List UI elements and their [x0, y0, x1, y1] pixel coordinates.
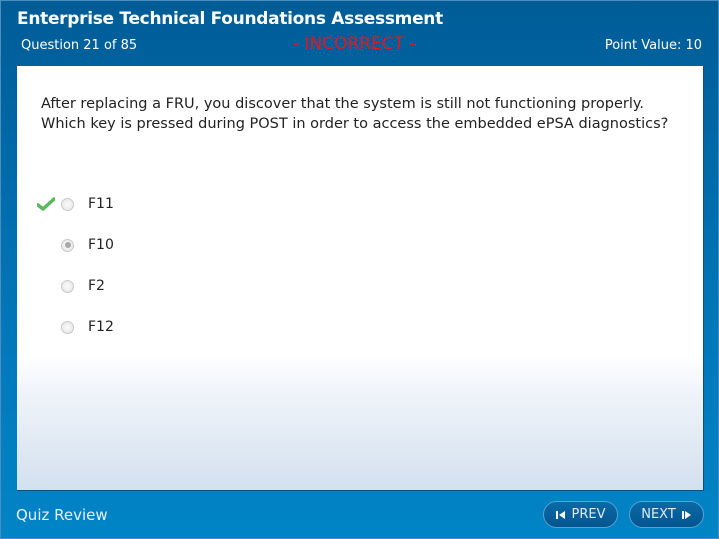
next-label: NEXT [641, 507, 676, 522]
answer-option-f12[interactable]: F12 [61, 317, 114, 337]
correct-check-icon [37, 197, 55, 211]
radio-button[interactable] [61, 320, 74, 334]
radio-dot [64, 242, 71, 248]
option-label: F11 [88, 196, 114, 212]
quiz-review-label: Quiz Review [16, 506, 108, 524]
radio-button-selected[interactable] [61, 238, 74, 252]
answer-option-f10[interactable]: F10 [61, 235, 114, 255]
answer-option-f2[interactable]: F2 [61, 276, 105, 296]
radio-button[interactable] [61, 279, 74, 293]
answer-option-f11[interactable]: F11 [61, 194, 114, 214]
point-value: Point Value: 10 [604, 38, 702, 53]
prev-button[interactable]: PREV [543, 501, 618, 528]
option-label: F2 [88, 278, 105, 294]
question-counter: Question 21 of 85 [21, 38, 138, 53]
prev-label: PREV [571, 507, 606, 522]
option-label: F12 [88, 319, 114, 335]
radio-button[interactable] [61, 197, 74, 211]
next-icon [681, 510, 691, 519]
question-panel: After replacing a FRU, you discover that… [17, 66, 704, 491]
quiz-title: Enterprise Technical Foundations Assessm… [17, 9, 443, 29]
next-button[interactable]: NEXT [629, 501, 704, 528]
option-label: F10 [88, 237, 114, 253]
question-text: After replacing a FRU, you discover that… [41, 96, 669, 132]
prev-icon [555, 510, 565, 519]
result-status: - INCORRECT - [293, 34, 416, 54]
